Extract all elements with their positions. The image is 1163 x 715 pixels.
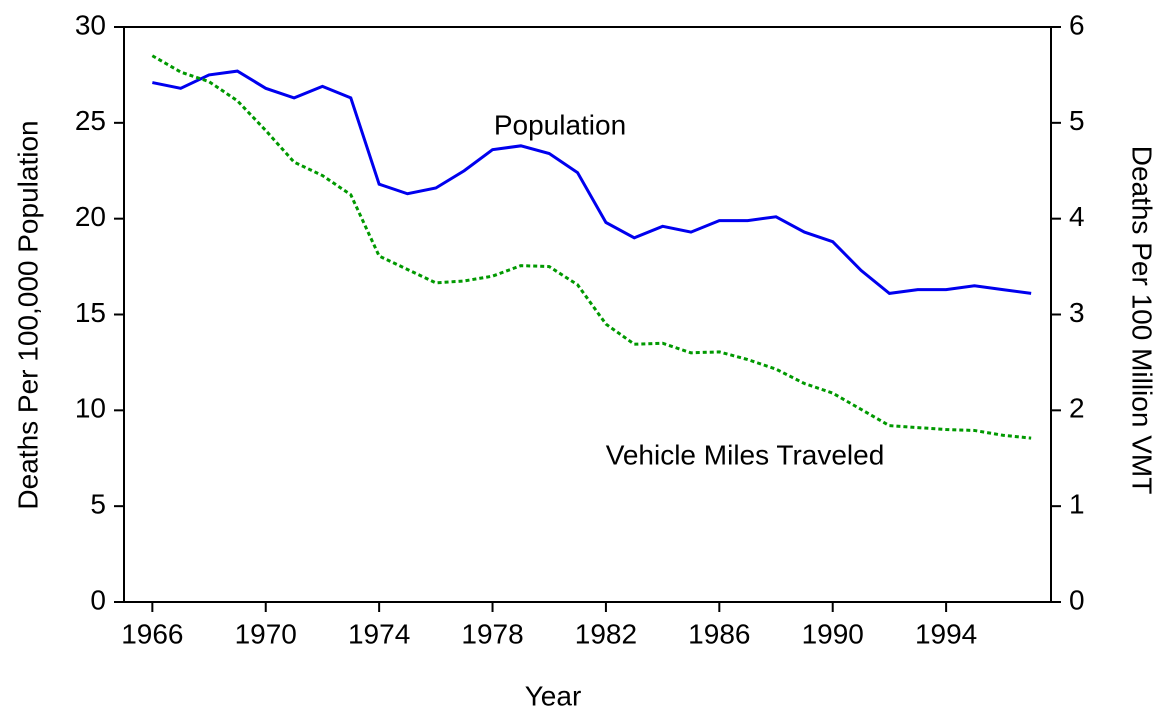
x-tick-label: 1978 <box>461 618 523 649</box>
y-tick-label: 25 <box>75 105 106 136</box>
y2-tick-label: 6 <box>1069 9 1085 40</box>
y-tick-label: 5 <box>90 489 106 520</box>
x-tick-label: 1994 <box>915 618 977 649</box>
y-tick-label: 0 <box>90 584 106 615</box>
y2-tick-label: 1 <box>1069 489 1085 520</box>
y2-tick-label: 0 <box>1069 584 1085 615</box>
series-line <box>151 54 1032 440</box>
series-label: Population <box>494 109 626 140</box>
x-tick-label: 1966 <box>121 618 183 649</box>
x-tick-label: 1970 <box>235 618 297 649</box>
y-axis-label: Deaths Per 100,000 Population <box>12 120 43 509</box>
y-tick-label: 30 <box>75 9 106 40</box>
x-tick-label: 1982 <box>575 618 637 649</box>
y2-tick-label: 4 <box>1069 201 1085 232</box>
series-label: Vehicle Miles Traveled <box>606 439 885 470</box>
x-tick-label: 1990 <box>802 618 864 649</box>
x-axis-label: Year <box>525 680 582 711</box>
y2-tick-label: 3 <box>1069 297 1085 328</box>
y2-axis-label: Deaths Per 100 Million VMT <box>1127 146 1158 495</box>
y-tick-label: 15 <box>75 297 106 328</box>
y2-tick-label: 2 <box>1069 393 1085 424</box>
y-tick-label: 10 <box>75 393 106 424</box>
y-tick-label: 20 <box>75 201 106 232</box>
x-tick-label: 1986 <box>688 618 750 649</box>
x-tick-label: 1974 <box>348 618 410 649</box>
y2-tick-label: 5 <box>1069 105 1085 136</box>
series-line <box>152 69 1032 295</box>
